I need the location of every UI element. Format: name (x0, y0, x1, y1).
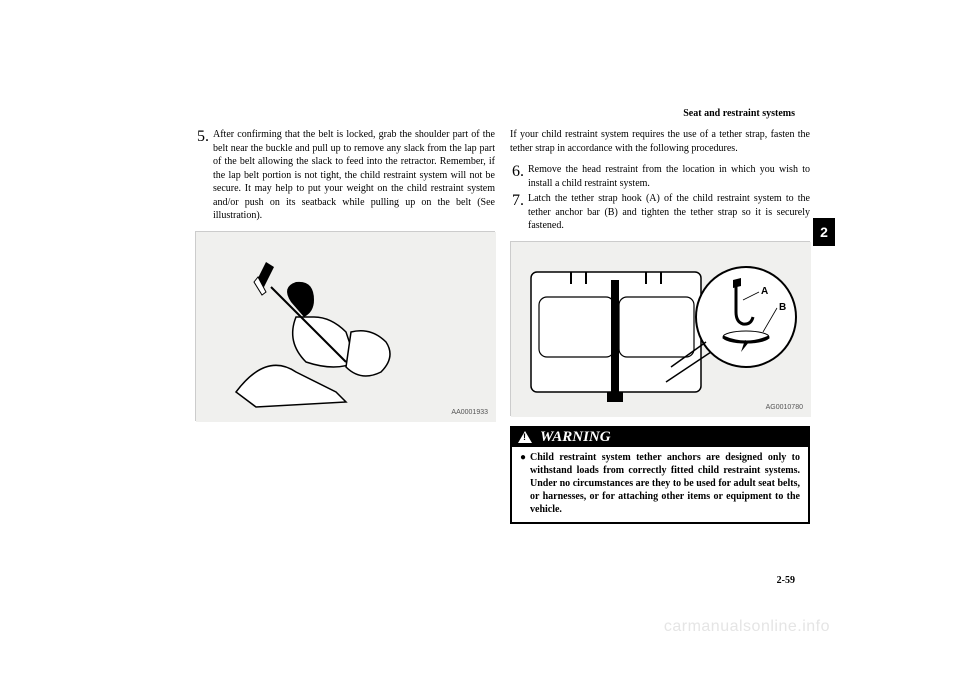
watermark: carmanualsonline.info (664, 618, 830, 636)
figure-right-svg: A B (511, 242, 811, 417)
warning-bullet: ● (520, 451, 530, 516)
section-header: Seat and restraint systems (683, 108, 795, 119)
figure-left-caption: AA0001933 (451, 409, 488, 416)
step-5-number: 5. (195, 128, 209, 223)
step-6-number: 6. (510, 163, 524, 190)
label-a: A (761, 286, 768, 297)
warning-box: WARNING ● Child restraint system tether … (510, 426, 810, 524)
chapter-tab: 2 (813, 218, 835, 246)
figure-right: A B AG0010780 (510, 241, 810, 416)
step-7-text: Latch the tether strap hook (A) of the c… (528, 192, 810, 233)
step-7: 7. Latch the tether strap hook (A) of th… (510, 192, 810, 233)
step-5: 5. After confirming that the belt is loc… (195, 128, 495, 223)
step-5-text: After confirming that the belt is locked… (213, 128, 495, 223)
figure-left: AA0001933 (195, 231, 495, 421)
left-column: 5. After confirming that the belt is loc… (195, 128, 495, 421)
step-6: 6. Remove the head restraint from the lo… (510, 163, 810, 190)
label-b: B (779, 302, 786, 313)
right-column: If your child restraint system requires … (510, 128, 810, 524)
warning-text: Child restraint system tether anchors ar… (530, 451, 800, 516)
warning-body: ● Child restraint system tether anchors … (512, 447, 808, 522)
warning-triangle-icon (518, 431, 532, 443)
page-number: 2-59 (777, 575, 795, 586)
step-7-number: 7. (510, 192, 524, 233)
figure-left-svg (196, 232, 496, 422)
warning-title-text: WARNING (540, 429, 611, 446)
warning-title-bar: WARNING (512, 428, 808, 447)
figure-right-caption: AG0010780 (766, 404, 803, 411)
step-6-text: Remove the head restraint from the locat… (528, 163, 810, 190)
tether-intro: If your child restraint system requires … (510, 128, 810, 155)
